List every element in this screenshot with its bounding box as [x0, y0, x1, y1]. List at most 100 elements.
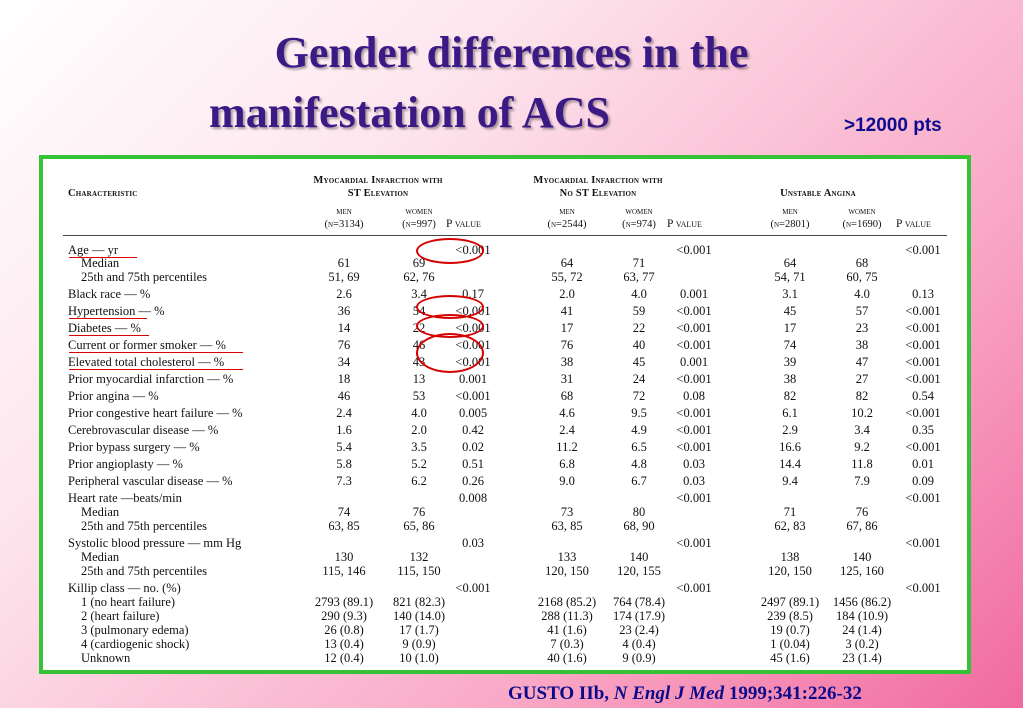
row-label: Diabetes — %: [68, 321, 141, 335]
value-cell: 17: [783, 321, 797, 335]
row-label: 3 (pulmonary edema): [81, 623, 189, 637]
value-cell: 72: [632, 389, 646, 403]
value-cell: 17 (1.7): [399, 623, 439, 637]
row-label: Median: [81, 550, 120, 564]
group-header-nstemi-line1: Myocardial Infarction with: [533, 175, 663, 186]
pvalue-cell: <0.001: [905, 243, 941, 257]
row-label: 25th and 75th percentiles: [81, 564, 208, 578]
pvalue-cell: 0.35: [912, 423, 934, 437]
value-cell: 10.2: [851, 406, 873, 420]
value-cell: 6.8: [559, 457, 575, 471]
value-cell: 14.4: [779, 457, 801, 471]
table-row: 25th and 75th percentiles 115, 146 115, 15…: [43, 564, 967, 578]
table-row: Median 61 69 64 71 64 68: [43, 256, 967, 270]
value-cell: 63, 85: [551, 519, 583, 533]
pvalue-cell: 0.26: [462, 474, 484, 488]
row-label: Prior angina — %: [68, 389, 159, 403]
value-cell: 3.1: [782, 287, 798, 301]
table-row: Peripheral vascular disease — % 7.3 6.2 0.2…: [43, 474, 967, 488]
value-cell: 7 (0.3): [550, 637, 584, 651]
table-row: Elevated total cholesterol — % 34 43 <0.001…: [43, 355, 967, 369]
value-cell: 39: [783, 355, 797, 369]
citation-prefix: GUSTO IIb,: [508, 683, 614, 704]
pvalue-cell: <0.001: [905, 372, 941, 386]
pvalue-cell: <0.001: [676, 406, 712, 420]
value-cell: 27: [855, 372, 869, 386]
table-row: Prior angioplasty — % 5.8 5.2 0.51 6.8 4.8 0.0…: [43, 457, 967, 471]
value-cell: 76: [855, 505, 869, 519]
value-cell: 13 (0.4): [324, 637, 364, 651]
value-cell: 6.7: [631, 474, 647, 488]
pvalue-cell: <0.001: [676, 304, 712, 318]
citation: GUSTO IIb, N Engl J Med 1999;341:226-32: [508, 683, 862, 705]
table-row: Hypertension — % 36 54 <0.001 41 59 <0.001 45 57…: [43, 304, 967, 318]
value-cell: 4.8: [631, 457, 647, 471]
row-label: 1 (no heart failure): [81, 595, 176, 609]
pvalue-cell: <0.001: [676, 338, 712, 352]
row-label: 2 (heart failure): [81, 609, 160, 623]
table-row: Cerebrovascular disease — % 1.6 2.0 0.42 2.4…: [43, 423, 967, 437]
value-cell: 4.0: [631, 287, 647, 301]
value-cell: 4.0: [411, 406, 427, 420]
value-cell: 140: [852, 550, 872, 564]
row-label: 25th and 75th percentiles: [81, 519, 208, 533]
value-cell: 288 (11.3): [541, 609, 593, 623]
pvalue-cell: <0.001: [676, 440, 712, 454]
value-cell: 19 (0.7): [770, 623, 810, 637]
value-cell: 4.6: [559, 406, 575, 420]
value-cell: 132: [409, 550, 429, 564]
table-row: Prior bypass surgery — % 5.4 3.5 0.02 11.2 6.…: [43, 440, 967, 454]
row-label: Elevated total cholesterol — %: [68, 355, 225, 369]
row-label: Median: [81, 256, 120, 270]
pvalue-cell: 0.03: [683, 474, 705, 488]
value-cell: 3.5: [411, 440, 427, 454]
pvalue-cell: <0.001: [676, 321, 712, 335]
subheader-sex: women: [405, 206, 433, 217]
value-cell: 22: [632, 321, 646, 335]
table-row: Prior myocardial infarction — % 18 13 0.001…: [43, 372, 967, 386]
value-cell: 61: [337, 256, 351, 270]
value-cell: 2793 (89.1): [314, 595, 374, 609]
row-label: Prior myocardial infarction — %: [68, 372, 234, 386]
subheader-sex: men: [782, 206, 798, 217]
value-cell: 45: [783, 304, 797, 318]
value-cell: 3.4: [411, 287, 427, 301]
value-cell: 13: [412, 372, 426, 386]
pvalue-cell: 0.13: [912, 287, 934, 301]
pvalue-cell: <0.001: [676, 536, 712, 550]
value-cell: 9 (0.9): [622, 651, 656, 665]
value-cell: 12 (0.4): [324, 651, 364, 665]
value-cell: 4.0: [854, 287, 870, 301]
value-cell: 7.3: [336, 474, 352, 488]
table-row: Prior angina — % 46 53 <0.001 68 72 0.08 82 82 0.…: [43, 389, 967, 403]
value-cell: 62, 76: [403, 270, 435, 284]
annotation-underline-hypertension: [69, 318, 147, 319]
value-cell: 1456 (86.2): [832, 595, 892, 609]
table-row: 2 (heart failure) 290 (9.3) 140 (14.0) 288 …: [43, 609, 967, 623]
pvalue-cell: 0.03: [462, 536, 484, 550]
pvalue-cell: 0.001: [679, 287, 709, 301]
table-row: 3 (pulmonary edema) 26 (0.8) 17 (1.7) 41 (1…: [43, 623, 967, 637]
value-cell: 120, 155: [617, 564, 661, 578]
table-row: Age — yr <0.001 <0.001 <0.001: [43, 243, 967, 257]
value-cell: 62, 83: [774, 519, 806, 533]
value-cell: 76: [412, 505, 426, 519]
header-divider: [63, 235, 947, 236]
table-row: Median 130 132 133 140 138 140: [43, 550, 967, 564]
value-cell: 40: [632, 338, 646, 352]
pvalue-cell: 0.01: [912, 457, 934, 471]
pvalue-cell: 0.001: [679, 355, 709, 369]
value-cell: 36: [337, 304, 351, 318]
value-cell: 41 (1.6): [547, 623, 587, 637]
row-label: Unknown: [81, 651, 131, 665]
value-cell: 290 (9.3): [321, 609, 367, 623]
pvalue-cell: <0.001: [905, 581, 941, 595]
value-cell: 80: [632, 505, 646, 519]
value-cell: 125, 160: [840, 564, 884, 578]
subheader-sex: men: [559, 206, 575, 217]
value-cell: 76: [560, 338, 574, 352]
value-cell: 45: [632, 355, 646, 369]
pvalue-cell: 0.005: [458, 406, 488, 420]
value-cell: 38: [560, 355, 574, 369]
table-frame: Characteristic Myocardial Infarction wit…: [39, 155, 971, 674]
